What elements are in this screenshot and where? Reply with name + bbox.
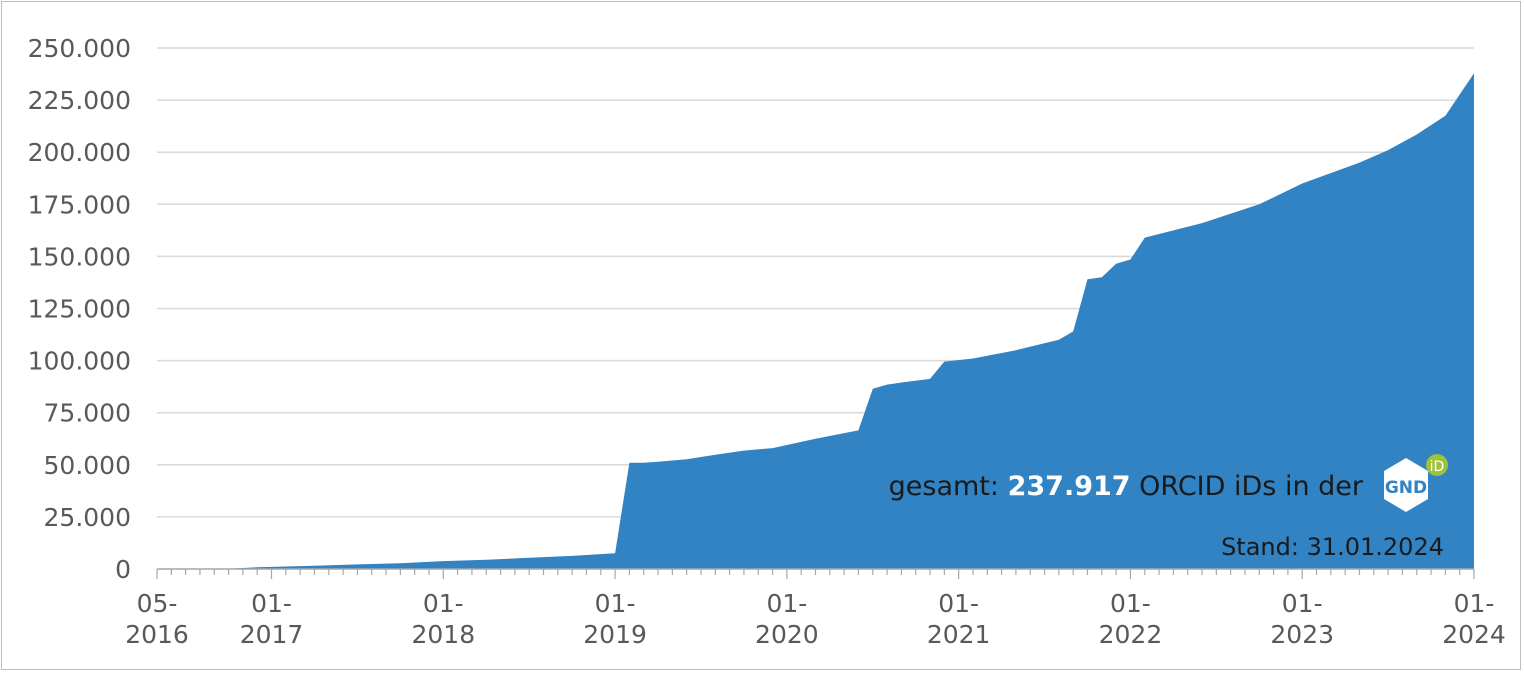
total-value: 237.917 [1008,471,1131,502]
y-tick-label: 50.000 [44,451,131,480]
y-tick-label: 75.000 [44,399,131,428]
y-axis-ticks: 0 25.000 50.000 75.000 100.000 125.000 150.000… [28,34,131,584]
gnd-logo-text: GND [1385,478,1427,498]
x-tick-label-year: 2023 [1270,620,1334,649]
total-prefix: gesamt: [889,471,1008,502]
x-tick-label-month: 01- [938,589,979,618]
id-badge-text: iD [1430,459,1445,475]
x-tick-label-year: 2024 [1442,620,1506,649]
x-tick-label-month: 01- [1282,589,1323,618]
y-tick-label: 125.000 [28,295,131,324]
x-tick-label-month: 01- [766,589,807,618]
x-tick-label-month: 01- [251,589,292,618]
x-tick-label-year: 2020 [755,620,819,649]
id-badge-icon [1426,454,1448,476]
gnd-id-logo: GND iD [1384,454,1448,512]
total-suffix: ORCID iDs in der [1131,471,1364,502]
x-tick-label-month: 01- [423,589,464,618]
y-tick-label: 25.000 [44,503,131,532]
y-tick-label: 150.000 [28,242,131,271]
x-tick-label-year: 2022 [1099,620,1163,649]
x-tick-label-year: 2017 [240,620,304,649]
y-tick-label: 0 [115,555,131,584]
x-tick-label-year: 2019 [583,620,647,649]
y-tick-label: 100.000 [28,347,131,376]
total-annotation: gesamt: 237.917 ORCID iDs in der [889,471,1364,502]
x-tick-label-year: 2018 [411,620,475,649]
y-tick-label: 250.000 [28,34,131,63]
x-tick-label-month: 01- [1110,589,1151,618]
stand-date: Stand: 31.01.2024 [1221,533,1444,561]
y-tick-label: 175.000 [28,190,131,219]
x-tick-label-year: 2016 [125,620,189,649]
gnd-logo-hexagon [1384,458,1428,512]
x-axis [156,568,1475,579]
x-tick-label-year: 2021 [927,620,991,649]
x-axis-ticks: 05-201601-201701-201801-201901-202001-20… [125,589,1506,649]
y-tick-label: 200.000 [28,138,131,167]
area-series [157,73,1474,569]
x-tick-label-month: 05- [137,589,178,618]
y-tick-label: 225.000 [28,86,131,115]
x-tick-label-month: 01- [595,589,636,618]
x-tick-label-month: 01- [1454,589,1495,618]
